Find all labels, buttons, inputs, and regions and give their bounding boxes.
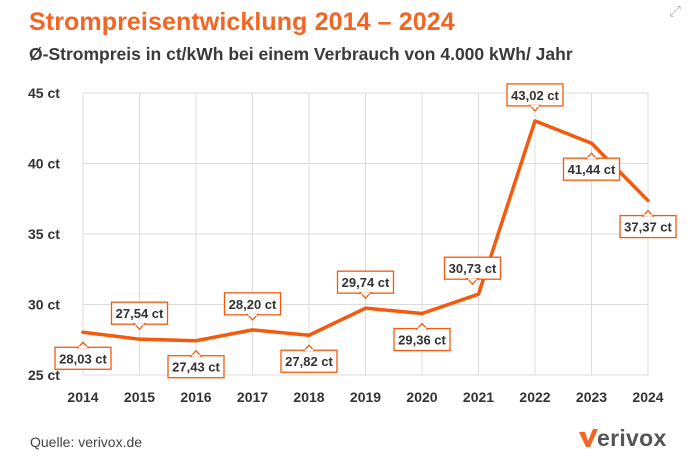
series-line [81,119,650,343]
chart-subtitle: Ø-Strompreis in ct/kWh bei einem Verbrau… [29,44,573,64]
y-tick-label: 45 ct [28,85,60,101]
verivox-logo: erivox [577,425,667,451]
source-note: Quelle: verivox.de [30,434,143,450]
x-tick-label: 2014 [67,389,98,405]
y-tick-label: 40 ct [28,156,60,172]
data-label: 43,02 ct [511,88,559,103]
logo-text: erivox [597,424,667,451]
data-label: 29,36 ct [398,333,446,348]
data-label: 27,43 ct [172,360,220,375]
data-label: 28,03 ct [59,351,107,366]
line-chart: 25 ct 30 ct 35 ct 40 ct 45 ct 2014 2015 2016 201… [28,83,677,405]
data-label: 30,73 ct [449,261,497,276]
data-label: 27,54 ct [116,306,164,321]
y-tick-label: 30 ct [28,297,60,313]
data-label: 29,74 ct [342,275,390,290]
x-tick-label: 2019 [350,389,381,405]
x-tick-label: 2024 [632,389,663,405]
x-tick-label: 2017 [237,389,268,405]
data-label: 41,44 ct [568,162,616,177]
x-tick-label: 2022 [519,389,550,405]
x-tick-label: 2016 [180,389,211,405]
x-tick-label: 2021 [463,389,494,405]
verivox-v-icon [579,429,598,447]
expand-icon[interactable]: ⤢ [668,3,681,20]
y-tick-label: 35 ct [28,226,60,242]
data-label: 27,82 ct [285,354,333,369]
x-tick-label: 2023 [576,389,607,405]
y-tick-label: 25 ct [28,367,60,383]
chart-title: Strompreisentwicklung 2014 – 2024 [29,8,455,36]
x-tick-label: 2018 [293,389,324,405]
data-label: 37,37 ct [624,220,672,235]
x-tick-label: 2015 [124,389,155,405]
x-tick-label: 2020 [406,389,437,405]
data-label: 28,20 ct [229,297,277,312]
